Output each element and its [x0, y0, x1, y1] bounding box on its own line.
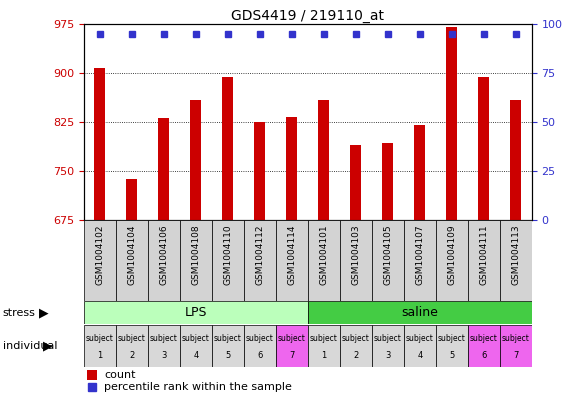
- Text: ▶: ▶: [39, 306, 48, 320]
- Bar: [180, 220, 212, 301]
- Text: GSM1004111: GSM1004111: [479, 224, 488, 285]
- Bar: [84, 325, 116, 367]
- Text: stress: stress: [3, 308, 36, 318]
- Text: GSM1004114: GSM1004114: [287, 224, 297, 285]
- Bar: [84, 301, 307, 324]
- Bar: [276, 325, 307, 367]
- Bar: [468, 325, 500, 367]
- Bar: [436, 220, 468, 301]
- Text: individual: individual: [3, 341, 57, 351]
- Text: 5: 5: [225, 351, 231, 360]
- Bar: [340, 325, 372, 367]
- Text: subject: subject: [214, 334, 242, 343]
- Text: 4: 4: [193, 351, 198, 360]
- Text: 7: 7: [513, 351, 518, 360]
- Bar: [286, 117, 298, 220]
- Text: GSM1004103: GSM1004103: [351, 224, 360, 285]
- Bar: [318, 100, 329, 220]
- Text: ▶: ▶: [43, 340, 52, 353]
- Text: subject: subject: [342, 334, 370, 343]
- Text: GSM1004102: GSM1004102: [95, 224, 104, 285]
- Bar: [350, 145, 361, 220]
- Text: GSM1004104: GSM1004104: [127, 224, 136, 285]
- Title: GDS4419 / 219110_at: GDS4419 / 219110_at: [231, 9, 384, 22]
- Bar: [372, 220, 404, 301]
- Text: 2: 2: [353, 351, 358, 360]
- Bar: [158, 118, 169, 220]
- Text: 6: 6: [481, 351, 487, 360]
- Bar: [404, 325, 436, 367]
- Bar: [468, 220, 500, 301]
- Bar: [307, 325, 340, 367]
- Text: GSM1004110: GSM1004110: [223, 224, 232, 285]
- Bar: [244, 220, 276, 301]
- Bar: [212, 220, 244, 301]
- Text: 2: 2: [129, 351, 135, 360]
- Bar: [276, 220, 307, 301]
- Bar: [180, 325, 212, 367]
- Text: 7: 7: [289, 351, 294, 360]
- Bar: [307, 220, 340, 301]
- Text: GSM1004112: GSM1004112: [255, 224, 264, 285]
- Bar: [244, 325, 276, 367]
- Text: 3: 3: [385, 351, 391, 360]
- Text: subject: subject: [406, 334, 434, 343]
- Text: subject: subject: [470, 334, 498, 343]
- Bar: [212, 325, 244, 367]
- Text: 1: 1: [321, 351, 327, 360]
- Text: GSM1004108: GSM1004108: [191, 224, 201, 285]
- Bar: [414, 125, 425, 220]
- Bar: [94, 68, 105, 220]
- Text: GSM1004109: GSM1004109: [447, 224, 456, 285]
- Text: subject: subject: [150, 334, 178, 343]
- Bar: [87, 370, 97, 380]
- Text: subject: subject: [118, 334, 146, 343]
- Bar: [148, 220, 180, 301]
- Bar: [126, 180, 138, 220]
- Bar: [307, 301, 532, 324]
- Bar: [116, 325, 148, 367]
- Text: GSM1004106: GSM1004106: [160, 224, 168, 285]
- Text: subject: subject: [86, 334, 114, 343]
- Text: 6: 6: [257, 351, 262, 360]
- Text: 4: 4: [417, 351, 423, 360]
- Text: 5: 5: [449, 351, 454, 360]
- Bar: [510, 100, 521, 220]
- Text: GSM1004101: GSM1004101: [319, 224, 328, 285]
- Bar: [254, 122, 265, 220]
- Bar: [190, 100, 201, 220]
- Text: 3: 3: [161, 351, 166, 360]
- Text: subject: subject: [182, 334, 210, 343]
- Text: subject: subject: [502, 334, 529, 343]
- Bar: [340, 220, 372, 301]
- Bar: [500, 220, 532, 301]
- Text: subject: subject: [374, 334, 402, 343]
- Bar: [404, 220, 436, 301]
- Bar: [500, 325, 532, 367]
- Text: subject: subject: [246, 334, 274, 343]
- Bar: [84, 220, 116, 301]
- Bar: [372, 325, 404, 367]
- Text: percentile rank within the sample: percentile rank within the sample: [104, 382, 292, 392]
- Bar: [382, 143, 394, 220]
- Text: LPS: LPS: [184, 306, 207, 320]
- Text: subject: subject: [310, 334, 338, 343]
- Bar: [478, 77, 490, 220]
- Text: saline: saline: [401, 306, 438, 320]
- Bar: [222, 77, 234, 220]
- Text: subject: subject: [438, 334, 466, 343]
- Bar: [116, 220, 148, 301]
- Bar: [436, 325, 468, 367]
- Text: GSM1004105: GSM1004105: [383, 224, 392, 285]
- Bar: [446, 27, 457, 220]
- Text: GSM1004113: GSM1004113: [512, 224, 520, 285]
- Bar: [148, 325, 180, 367]
- Text: count: count: [104, 369, 136, 380]
- Text: subject: subject: [278, 334, 306, 343]
- Text: GSM1004107: GSM1004107: [415, 224, 424, 285]
- Text: 1: 1: [97, 351, 102, 360]
